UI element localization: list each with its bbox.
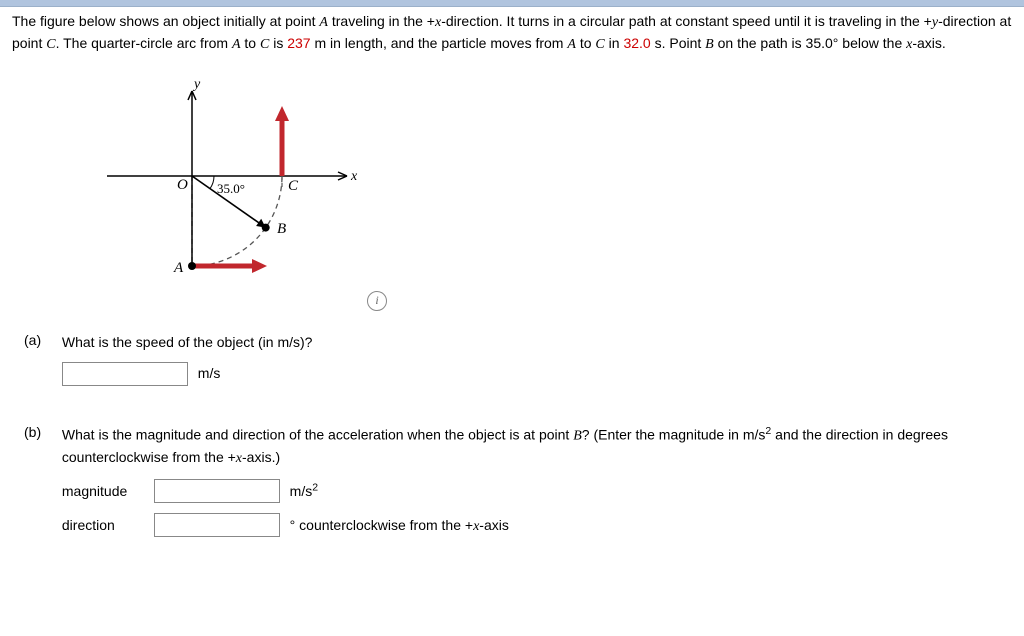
speed-input[interactable] xyxy=(62,362,188,386)
point-a: A xyxy=(567,37,576,52)
origin-label: O xyxy=(177,177,188,193)
text: s. Point xyxy=(651,35,705,51)
text: The figure below shows an object initial… xyxy=(12,13,319,29)
angle-label: 35.0° xyxy=(217,181,245,196)
text: -direction. It turns in a circular path … xyxy=(441,13,932,29)
text: What is the magnitude and direction of t… xyxy=(62,427,573,443)
y-label: y xyxy=(192,77,201,92)
page: The figure below shows an object initial… xyxy=(0,0,1024,636)
text: to xyxy=(241,35,260,51)
text: is xyxy=(269,35,287,51)
text: in xyxy=(605,35,624,51)
top-bar xyxy=(0,0,1024,7)
magnitude-row: magnitude m/s2 xyxy=(62,479,1002,503)
point-b: B xyxy=(573,429,582,444)
point-b: B xyxy=(705,37,714,52)
direction-unit: ° counterclockwise from the +x-axis xyxy=(290,517,509,533)
problem-statement: The figure below shows an object initial… xyxy=(12,11,1012,56)
b-label: B xyxy=(277,221,286,237)
magnitude-label: magnitude xyxy=(62,481,150,501)
info-icon[interactable]: i xyxy=(367,291,387,311)
figure-svg: y x O 35.0° C B A xyxy=(92,76,392,306)
direction-row: direction ° counterclockwise from the +x… xyxy=(62,513,1002,537)
part-a: (a) What is the speed of the object (in … xyxy=(12,332,1012,386)
text: ? (Enter the magnitude in m/s xyxy=(582,427,766,443)
direction-input[interactable] xyxy=(154,513,280,537)
text: traveling in the + xyxy=(328,13,435,29)
text: -axis. xyxy=(912,35,945,51)
point-c: C xyxy=(260,37,269,52)
direction-label: direction xyxy=(62,515,150,535)
text: m/s xyxy=(290,483,313,499)
a-label: A xyxy=(173,260,184,276)
x-label: x xyxy=(350,169,358,184)
c-label: C xyxy=(288,178,299,194)
text: -axis.) xyxy=(242,449,280,465)
speed-unit: m/s xyxy=(198,365,221,381)
magnitude-unit: m/s2 xyxy=(290,483,318,499)
part-b: (b) What is the magnitude and direction … xyxy=(12,424,1012,537)
time-value: 32.0 xyxy=(623,35,650,51)
part-b-body: What is the magnitude and direction of t… xyxy=(62,424,1002,537)
part-b-label: (b) xyxy=(24,424,58,440)
point-a: A xyxy=(232,37,241,52)
arc-length-value: 237 xyxy=(287,35,310,51)
text: ° counterclockwise from the + xyxy=(290,517,473,533)
part-a-answer-row: m/s xyxy=(62,362,1002,386)
sup: 2 xyxy=(312,481,318,493)
part-a-label: (a) xyxy=(24,332,58,348)
point-c: C xyxy=(595,37,604,52)
part-a-question: What is the speed of the object (in m/s)… xyxy=(62,334,313,350)
content-area: The figure below shows an object initial… xyxy=(0,7,1024,537)
text: m in length, and the particle moves from xyxy=(311,35,568,51)
point-a: A xyxy=(319,15,328,30)
text: to xyxy=(576,35,595,51)
text: . The quarter-circle arc from xyxy=(56,35,232,51)
point-c: C xyxy=(46,37,55,52)
magnitude-input[interactable] xyxy=(154,479,280,503)
figure: y x O 35.0° C B A i xyxy=(92,76,392,306)
text: on the path is 35.0° below the xyxy=(714,35,906,51)
text: -axis xyxy=(479,517,509,533)
part-a-body: What is the speed of the object (in m/s)… xyxy=(62,332,1002,386)
